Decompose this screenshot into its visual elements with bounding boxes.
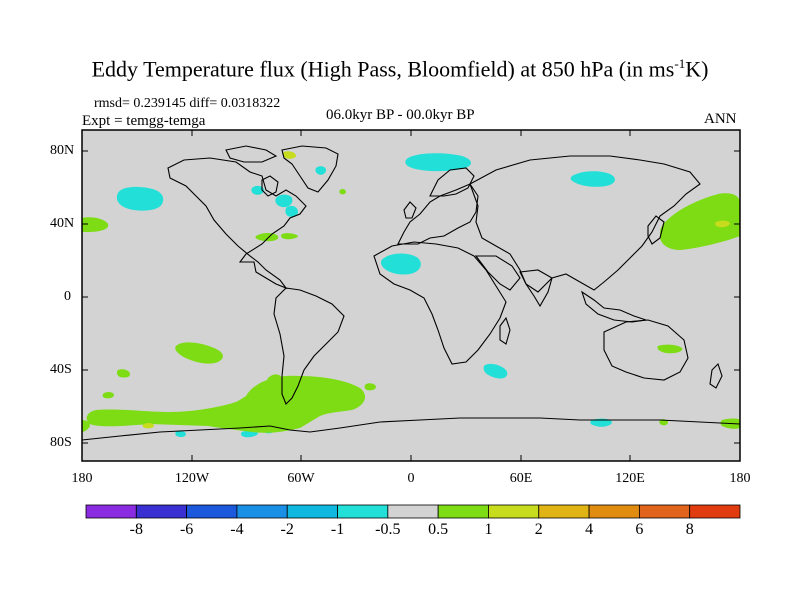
colorbar-swatch (437, 504, 489, 519)
positive-region (281, 233, 298, 240)
positive-region (364, 383, 376, 391)
colorbar (85, 504, 741, 519)
negative-region (175, 430, 186, 438)
colorbar-swatch (236, 504, 288, 519)
colorbar-swatch (588, 504, 640, 519)
season-label: ANN (704, 111, 737, 127)
colorbar-label: -0.5 (375, 521, 401, 538)
colorbar-label: -4 (230, 521, 244, 538)
map-background (82, 130, 740, 461)
title-text: Eddy Temperature flux (High Pass, Bloomf… (91, 56, 675, 82)
colorbar-label: 8 (685, 521, 694, 538)
colorbar-label: 1 (484, 521, 493, 538)
y-label-80s: 80S (50, 435, 72, 450)
coastline-south-america (273, 287, 345, 405)
period-label: 06.0kyr BP - 00.0kyr BP (326, 107, 475, 123)
stats-text: rmsd= 0.239145 diff= 0.0318322 (94, 96, 281, 111)
positive-region (339, 188, 346, 195)
colorbar-label: 2 (534, 521, 543, 538)
colorbar-swatch (186, 504, 238, 519)
coastline-africa (373, 241, 507, 365)
plot-title: Eddy Temperature flux (High Pass, Bloomf… (0, 56, 800, 82)
negative-region (241, 430, 258, 438)
positive-region (255, 233, 279, 242)
experiment-label: Expt = temgg-temga (82, 113, 206, 129)
coastline-japan (647, 215, 665, 245)
y-label-40n: 40N (50, 216, 75, 231)
negative-region (275, 194, 293, 208)
x-label-60e: 60E (509, 471, 533, 486)
positive-region (660, 193, 740, 250)
coastlines (81, 145, 741, 441)
positive-region (116, 369, 130, 378)
y-label-80n: 80N (50, 143, 75, 158)
colorbar-label: 0.5 (428, 521, 449, 538)
coastline-australia (603, 319, 689, 381)
colorbar-label: -2 (280, 521, 294, 538)
negative-region (315, 166, 326, 175)
small-positive-region (142, 422, 154, 429)
positive-region (657, 344, 683, 354)
negative-region (590, 418, 612, 427)
x-label-0: 0 (407, 471, 415, 486)
colorbar-swatch (337, 504, 389, 519)
title-suffix: K) (685, 56, 709, 82)
positive-region (82, 217, 109, 232)
axis-ticks (82, 130, 740, 461)
positive-region (82, 420, 90, 432)
coastline-scandinavia (429, 167, 475, 197)
coastline-india (519, 269, 553, 308)
negative-region (116, 186, 164, 211)
colorbar-swatch (387, 504, 439, 519)
small-positive-region (282, 151, 296, 159)
x-label-180e: 180 (729, 471, 751, 486)
colorbar-label: -6 (179, 521, 194, 538)
positive-region (267, 374, 282, 386)
title-exponent: -1 (674, 56, 686, 71)
y-label-0: 0 (64, 289, 71, 304)
colorbar-label: -1 (330, 521, 345, 538)
y-label-40s: 40S (50, 362, 72, 377)
x-label-180w: 180 (71, 471, 93, 486)
colorbar-label: 6 (635, 521, 644, 538)
coastline-madagascar (499, 316, 511, 345)
positive-region (102, 391, 114, 399)
negative-region (285, 205, 298, 217)
positive-region (175, 342, 223, 364)
colorbar-label: -8 (129, 521, 143, 538)
small-positive-region (715, 220, 730, 228)
coastline-greenland (281, 145, 339, 193)
coastline-europe (397, 183, 479, 245)
negative-region (380, 253, 421, 275)
x-label-120e: 120E (615, 471, 645, 486)
negative-region (570, 171, 615, 187)
colorbar-swatch (135, 504, 188, 519)
coastline-north-america (167, 157, 307, 290)
colorbar-swatch (538, 504, 590, 519)
colorbar-swatch (488, 504, 540, 519)
colorbar-label: 4 (585, 521, 594, 538)
coastline-new-zealand (709, 362, 723, 389)
colorbar-swatch (689, 504, 741, 519)
colorbar-swatch (85, 504, 137, 519)
x-label-60w: 60W (287, 471, 315, 486)
colorbar-swatch (638, 504, 691, 519)
coastline-antarctica (81, 417, 741, 441)
coastline-uk (403, 201, 417, 219)
coastline-hudson-bay (261, 175, 279, 197)
negative-region (405, 153, 471, 172)
x-label-120w: 120W (174, 471, 210, 486)
coastline-arabia (474, 255, 521, 291)
negative-region (251, 185, 264, 195)
colorbar-swatch (286, 504, 338, 519)
coastline-arctic-islands (225, 145, 278, 163)
negative-region (483, 363, 508, 379)
coastline-asia (469, 155, 701, 293)
